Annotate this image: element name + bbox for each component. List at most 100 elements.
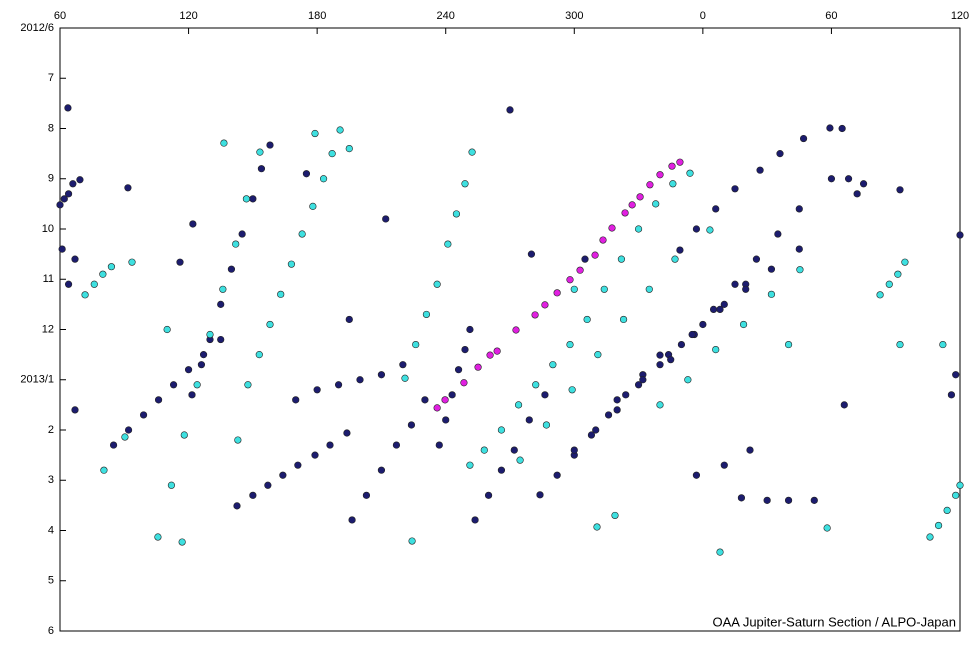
data-point <box>193 381 201 389</box>
data-point <box>613 396 621 404</box>
data-point <box>313 386 321 394</box>
data-point <box>776 150 784 158</box>
data-point <box>244 381 252 389</box>
data-point <box>461 346 469 354</box>
data-point <box>706 226 714 234</box>
data-point <box>784 496 793 504</box>
data-point <box>71 406 79 414</box>
data-point <box>939 340 947 349</box>
data-point <box>709 305 718 314</box>
data-point <box>408 537 416 545</box>
data-point <box>163 325 171 334</box>
data-point <box>189 220 197 228</box>
y-tick-label: 9 <box>48 173 54 185</box>
data-point <box>169 381 178 389</box>
data-point <box>746 446 754 454</box>
data-point <box>885 280 893 288</box>
data-point <box>956 481 964 489</box>
data-point <box>412 340 420 349</box>
data-point <box>763 496 771 504</box>
x-tick-label: 120 <box>951 10 969 22</box>
data-point <box>827 175 836 183</box>
data-point <box>671 255 679 263</box>
data-point <box>947 391 956 399</box>
data-point <box>570 285 578 293</box>
data-point <box>583 315 591 324</box>
data-point <box>510 446 518 454</box>
data-point <box>184 366 193 374</box>
data-point <box>422 310 431 319</box>
x-tick-label: 60 <box>825 10 837 22</box>
data-point <box>731 280 739 288</box>
y-tick-label: 12 <box>42 323 54 335</box>
data-point <box>587 431 596 439</box>
data-point <box>532 381 540 389</box>
data-point <box>433 280 441 288</box>
data-point <box>64 104 72 112</box>
data-point <box>566 276 574 284</box>
data-point <box>128 258 136 266</box>
data-point <box>639 376 647 384</box>
data-point <box>392 441 401 449</box>
data-point <box>853 190 861 198</box>
data-point <box>56 201 64 209</box>
data-point <box>541 391 549 399</box>
data-point <box>442 416 450 424</box>
data-point <box>731 185 739 193</box>
data-point <box>466 461 474 469</box>
data-point <box>716 548 724 556</box>
data-point <box>486 351 494 359</box>
data-point <box>154 533 162 541</box>
data-point <box>656 361 664 369</box>
y-tick-label: 11 <box>43 273 54 285</box>
data-point <box>81 291 89 299</box>
data-point <box>593 523 601 531</box>
data-point <box>466 325 474 334</box>
data-point <box>553 471 561 479</box>
data-point <box>896 340 904 349</box>
data-point <box>58 245 66 253</box>
data-point <box>656 351 664 359</box>
x-tick-label: 300 <box>565 10 583 22</box>
data-point <box>377 371 386 379</box>
data-point <box>823 524 831 532</box>
data-point <box>767 265 776 273</box>
data-point <box>454 366 463 374</box>
data-point <box>356 376 364 384</box>
data-point <box>277 290 285 298</box>
data-point <box>516 456 524 464</box>
y-tick-label: 10 <box>42 223 54 235</box>
data-point <box>199 351 208 359</box>
data-point <box>497 466 506 474</box>
data-point <box>217 335 225 344</box>
data-point <box>739 320 748 329</box>
data-point <box>493 347 501 355</box>
data-point <box>461 180 469 188</box>
data-point <box>756 166 764 174</box>
x-tick-label: 240 <box>437 10 455 22</box>
data-point <box>716 305 724 314</box>
data-point <box>64 190 73 198</box>
y-tick-label: 2012/6 <box>20 22 54 34</box>
data-point <box>720 300 728 308</box>
x-tick-label: 60 <box>54 10 66 22</box>
data-point <box>549 361 557 369</box>
data-point <box>139 411 148 419</box>
data-point <box>894 270 902 278</box>
data-point <box>646 181 654 189</box>
data-point <box>279 471 287 479</box>
data-point <box>799 134 808 143</box>
data-point <box>553 289 561 297</box>
data-point <box>233 502 241 510</box>
data-point <box>178 538 186 546</box>
data-point <box>294 461 302 469</box>
data-point <box>121 433 129 441</box>
data-point <box>592 426 600 434</box>
data-point <box>484 491 493 499</box>
data-point <box>566 340 574 349</box>
data-point <box>100 466 108 474</box>
data-point <box>594 351 602 359</box>
data-point <box>377 466 386 474</box>
data-point <box>471 516 479 524</box>
